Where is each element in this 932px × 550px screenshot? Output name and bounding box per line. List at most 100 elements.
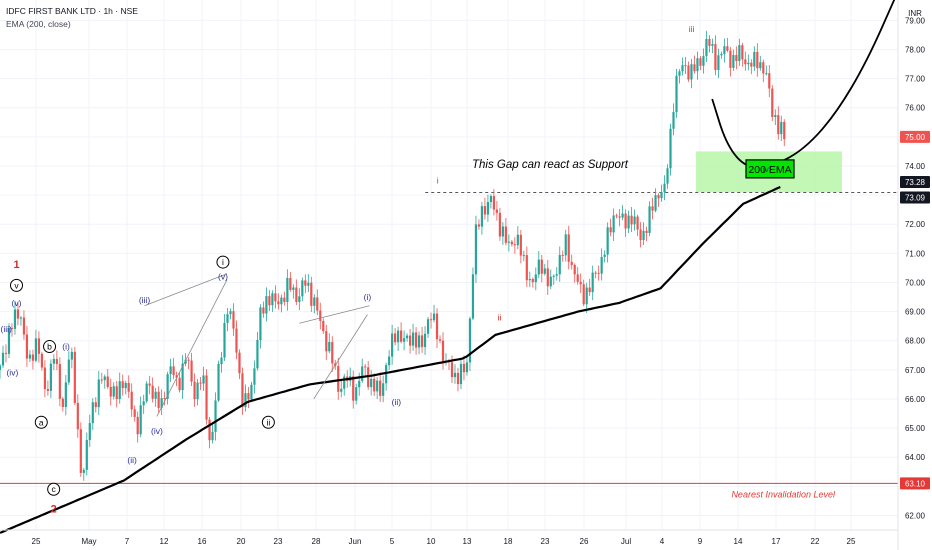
candle-body <box>675 75 678 113</box>
time-tick-label: 28 <box>312 537 321 546</box>
candle-body <box>699 58 702 66</box>
price-label-text: 73.09 <box>905 193 926 202</box>
wave-label: (iii) <box>139 295 150 305</box>
candle-body <box>115 386 118 400</box>
candle-body <box>660 192 663 199</box>
candle-body <box>780 121 783 135</box>
wave-label-circle <box>261 415 275 429</box>
price-tick-label: 69.00 <box>905 308 926 317</box>
candle-body <box>208 419 211 441</box>
price-tick-label: 76.00 <box>905 104 926 113</box>
candle-body <box>103 376 106 381</box>
candle-body <box>720 53 723 56</box>
indicator-label[interactable]: EMA (200, close) <box>6 19 71 29</box>
candle-body <box>771 88 774 118</box>
candle-body <box>361 366 364 381</box>
candle-body <box>331 341 334 364</box>
candle-body <box>190 360 193 382</box>
candle-body <box>322 320 325 332</box>
candle-body <box>136 416 139 435</box>
wedge-trendline <box>156 279 228 417</box>
candle-body <box>726 46 729 51</box>
candle-body <box>25 334 29 359</box>
symbol-title[interactable]: IDFC FIRST BANK LTD · 1h · NSE <box>6 6 138 16</box>
candle-body <box>40 353 44 368</box>
candle-body <box>199 382 202 384</box>
time-tick-label: 25 <box>847 537 856 546</box>
candle-body <box>510 241 513 245</box>
candle-body <box>106 376 109 387</box>
candle-body <box>666 168 669 184</box>
price-tick-label: 74.00 <box>905 162 926 171</box>
candle-body <box>355 387 358 401</box>
candle-body <box>289 277 292 290</box>
candle-body <box>507 241 510 243</box>
candle-body <box>274 293 277 302</box>
candle-body <box>630 215 633 225</box>
candle-body <box>537 259 540 275</box>
candle-body <box>612 215 615 233</box>
candle-body <box>76 402 79 430</box>
candle-body <box>13 309 17 329</box>
candle-body <box>762 62 765 74</box>
candle-body <box>166 374 169 399</box>
candle-body <box>340 388 343 392</box>
candle-body <box>202 375 205 384</box>
candle-body <box>528 278 531 281</box>
price-axis[interactable]: 62.0063.0064.0065.0066.0067.0068.0069.00… <box>897 0 930 550</box>
candle-body <box>43 367 46 390</box>
time-axis[interactable]: 25 May 7 12 16 20 23 28 Jun 5 10 13 18 23 26 Jul 4 9 14 17 2… <box>0 529 898 546</box>
candle-body <box>88 423 91 440</box>
time-tick-label: 9 <box>698 537 703 546</box>
candle-body <box>543 268 546 274</box>
currency-label: INR <box>908 9 922 18</box>
candle-body <box>313 297 316 306</box>
candle-body <box>549 276 552 287</box>
candle-body <box>648 206 651 234</box>
candle-body <box>316 297 319 311</box>
candle-body <box>438 339 442 341</box>
candle-body <box>172 366 175 376</box>
candle-body <box>232 311 235 329</box>
candle-body <box>570 261 573 265</box>
candle-body <box>37 338 41 354</box>
candle-body <box>687 65 690 80</box>
candle-body <box>283 297 286 302</box>
wedge-trendline <box>299 305 370 324</box>
candle-body <box>483 206 487 215</box>
price-tick-label: 64.00 <box>905 453 926 462</box>
candle-body <box>714 44 717 70</box>
candle-body <box>669 128 672 169</box>
candle-body <box>696 58 699 72</box>
candle-body <box>34 338 38 361</box>
candle-body <box>639 229 642 241</box>
candle-body <box>681 65 684 72</box>
candle-body <box>4 352 8 354</box>
candle-body <box>522 255 525 257</box>
candle-body <box>441 340 445 362</box>
wave-label-circle <box>43 340 57 354</box>
candle-body <box>708 39 711 46</box>
candle-body <box>133 409 136 417</box>
candle-body <box>241 373 244 408</box>
candle-body <box>112 386 115 397</box>
candle-body <box>121 381 124 389</box>
candle-body <box>247 393 250 400</box>
candle-body <box>615 215 618 217</box>
candle-body <box>307 282 310 286</box>
candle-body <box>358 380 361 388</box>
price-tick-label: 62.00 <box>905 511 926 520</box>
candle-body <box>169 366 172 375</box>
wave-label: 1 <box>13 259 19 271</box>
time-tick-label: Jun <box>349 537 362 546</box>
candle-body <box>268 296 271 306</box>
price-label-text: 73.28 <box>905 178 926 187</box>
candle-body <box>702 56 705 66</box>
candle-body <box>91 402 94 424</box>
candle-body <box>238 352 241 374</box>
wave-label: iv <box>763 164 770 174</box>
candle-body <box>124 382 127 389</box>
candle-body <box>118 381 121 400</box>
